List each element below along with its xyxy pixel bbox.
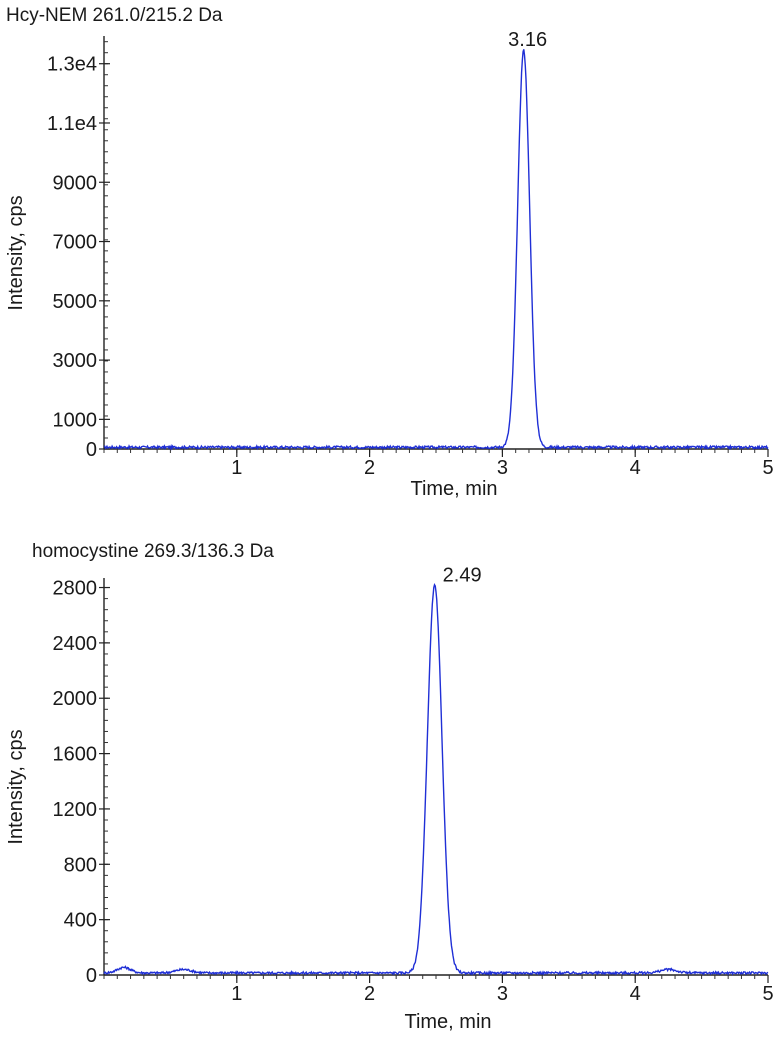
y-tick-label: 0 <box>86 965 97 987</box>
ticks: 0 1000 3000 5000 7000 9000 1.1e4 1.3e4 1 2 3 4 5 <box>47 41 774 479</box>
y-tick-label: 0 <box>86 439 97 461</box>
y-tick-label: 1.3e4 <box>47 54 97 76</box>
x-tick-label: 5 <box>762 457 773 479</box>
x-tick-label: 4 <box>630 457 641 479</box>
x-axis-label: Time, min <box>410 478 497 500</box>
plot-area: 3.16 <box>103 29 769 451</box>
y-tick-label: 1.1e4 <box>47 113 97 135</box>
peak-label: 3.16 <box>508 29 547 51</box>
x-axis-label: Time, min <box>404 1011 491 1033</box>
y-tick-label: 2400 <box>53 633 98 655</box>
x-tick-label: 3 <box>497 983 508 1005</box>
y-tick-label: 1000 <box>53 409 98 431</box>
x-tick-label: 4 <box>630 983 641 1005</box>
y-tick-label: 800 <box>64 854 97 876</box>
y-tick-label: 1600 <box>53 744 98 766</box>
chromatogram-panel-top: Hcy-NEM 261.0/215.2 Da Intensity, cps Ti… <box>5 5 774 500</box>
x-tick-label: 3 <box>497 457 508 479</box>
ticks: 0 400 800 1200 1600 2000 2400 2800 1 2 3 4 5 <box>53 578 774 1005</box>
y-tick-label: 1200 <box>53 799 98 821</box>
peak-label: 2.49 <box>443 565 482 587</box>
y-tick-label: 5000 <box>53 291 98 313</box>
x-tick-label: 5 <box>762 983 773 1005</box>
axes <box>103 578 768 976</box>
chromatogram-panel-bottom: homocystine 269.3/136.3 Da Intensity, cp… <box>5 541 774 1033</box>
x-tick-label: 1 <box>231 983 242 1005</box>
y-tick-label: 7000 <box>53 232 98 254</box>
chart-title: homocystine 269.3/136.3 Da <box>32 541 274 562</box>
chromatogram-trace <box>103 582 769 976</box>
plot-area: 2.49 <box>103 565 769 976</box>
x-tick-label: 1 <box>231 457 242 479</box>
x-tick-label: 2 <box>364 457 375 479</box>
y-tick-label: 400 <box>64 910 97 932</box>
y-tick-label: 2800 <box>53 578 98 600</box>
chart-title: Hcy-NEM 261.0/215.2 Da <box>6 5 223 26</box>
y-tick-label: 2000 <box>53 688 98 710</box>
y-tick-label: 3000 <box>53 350 98 372</box>
y-tick-label: 9000 <box>53 172 98 194</box>
y-axis-label: Intensity, cps <box>5 729 27 844</box>
x-tick-label: 2 <box>364 983 375 1005</box>
y-axis-label: Intensity, cps <box>5 195 27 310</box>
chromatogram-trace <box>103 49 769 451</box>
axes <box>103 36 768 450</box>
